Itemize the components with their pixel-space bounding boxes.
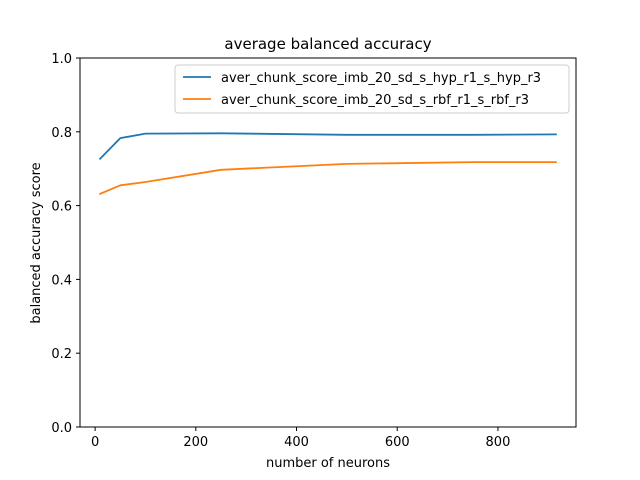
y-tick-label: 0.4 [51,273,72,288]
y-tick-label: 0.0 [51,421,72,436]
legend: aver_chunk_score_imb_20_sd_s_hyp_r1_s_hy… [174,64,570,114]
x-tick-label: 600 [385,435,410,450]
axes-frame [79,57,577,428]
x-tick-label: 400 [284,435,309,450]
x-axis-label: number of neurons [266,456,390,471]
legend-label-2: aver_chunk_score_imb_20_sd_s_rbf_r1_s_rb… [221,93,529,108]
y-tick-label: 1.0 [51,52,72,67]
y-axis-label: balanced accuracy score [29,162,44,323]
y-axis-ticks: 0.0 0.2 0.4 0.6 0.8 1.0 [51,52,80,436]
chart-title: average balanced accuracy [224,35,431,53]
series-layer [98,132,557,195]
series-line-2 [98,161,557,195]
x-tick-label: 200 [183,435,208,450]
legend-label-1: aver_chunk_score_imb_20_sd_s_hyp_r1_s_hy… [221,71,541,86]
x-tick-label: 800 [486,435,511,450]
y-tick-label: 0.8 [51,126,72,141]
y-tick-label: 0.2 [51,347,72,362]
x-axis-ticks: 0 200 400 600 800 [91,427,510,450]
y-tick-label: 0.6 [51,200,72,215]
legend-box [174,64,570,114]
series-line-1 [98,132,557,160]
x-tick-label: 0 [91,435,99,450]
